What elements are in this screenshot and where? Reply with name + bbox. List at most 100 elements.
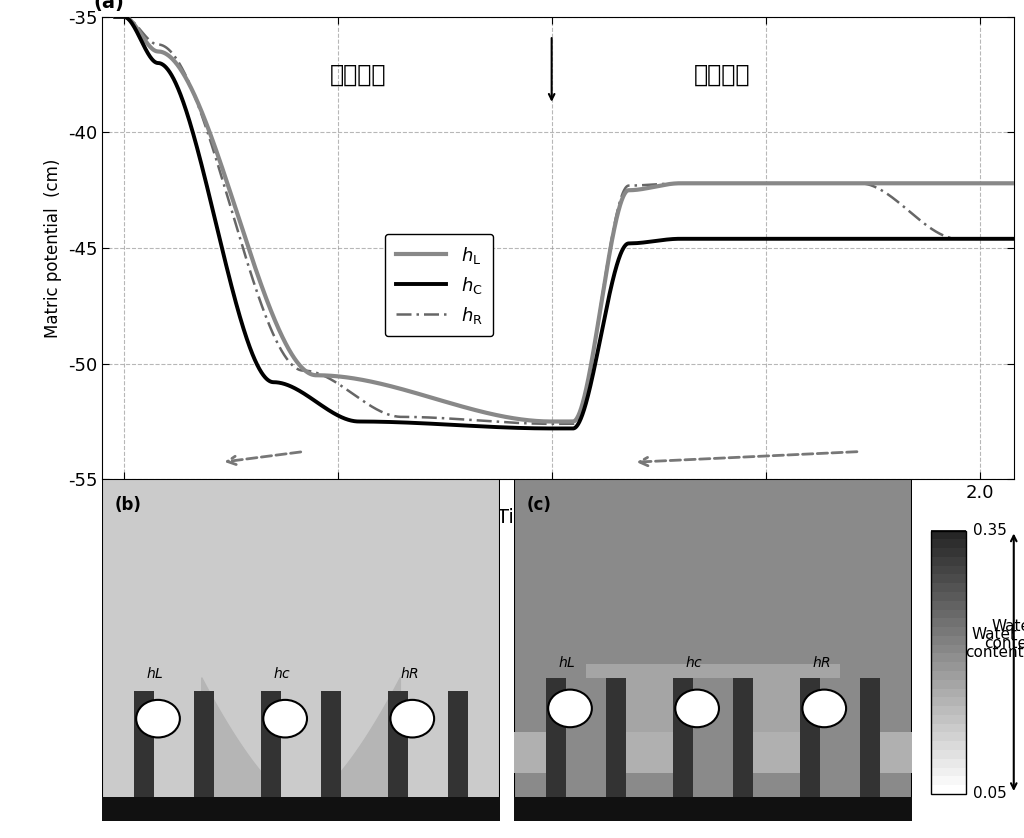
Text: (a): (a) [93,0,124,12]
$h_\mathrm{L}$ [990,178,1002,189]
Text: (b): (b) [115,496,141,515]
$h_\mathrm{L}$ [110,12,122,22]
Bar [388,691,409,821]
Text: (c): (c) [526,496,551,515]
Bar [409,691,449,821]
Line: $h_\mathrm{R}$: $h_\mathrm{R}$ [116,17,1014,424]
Bar [931,723,966,732]
Y-axis label: Matric potential  (cm): Matric potential (cm) [44,158,62,338]
Bar [154,691,194,821]
Text: $h$c: $h$c [273,665,292,680]
Bar [931,776,966,785]
Bar [449,691,468,821]
Line: $h_\mathrm{C}$: $h_\mathrm{C}$ [116,17,1014,428]
$h_\mathrm{C}$ [894,234,906,244]
Text: $h$R: $h$R [812,655,831,670]
Bar [931,768,966,776]
$h_\mathrm{L}$ [454,401,466,411]
Bar [566,678,606,821]
$h_\mathrm{R}$ [546,419,558,429]
Bar [931,653,966,662]
$h_\mathrm{L}$ [265,306,278,316]
Bar [586,664,840,732]
Bar [388,691,409,821]
Bar [693,678,733,821]
Bar [931,662,966,671]
Bar [931,706,966,715]
Bar [514,732,911,773]
Circle shape [548,690,592,727]
Bar [409,691,449,821]
Bar [801,678,820,821]
Bar [134,691,154,821]
Bar [606,678,626,821]
Line: $h_\mathrm{L}$: $h_\mathrm{L}$ [116,17,1014,422]
Text: $h$L: $h$L [558,655,575,670]
X-axis label: Time  (days): Time (days) [498,508,618,527]
Bar [931,680,966,689]
Bar [931,784,966,794]
Bar [931,697,966,706]
Circle shape [136,700,180,737]
$h_\mathrm{C}$ [265,377,278,387]
Bar [931,574,966,583]
Text: 0.05: 0.05 [973,786,1007,801]
Bar [102,797,500,821]
Text: Water
content: Water content [984,618,1024,651]
$h_\mathrm{R}$ [990,234,1002,244]
$h_\mathrm{R}$ [1008,234,1020,244]
Text: $h$c: $h$c [685,655,703,670]
Bar [931,530,966,540]
Bar [820,678,860,821]
Bar [931,583,966,592]
Text: Water
content: Water content [966,628,1024,660]
Bar [733,678,753,821]
$h_\mathrm{C}$ [454,420,466,430]
$h_\mathrm{L}$ [894,178,906,189]
Text: 自然排水: 自然排水 [330,63,386,87]
Bar [282,691,321,821]
$h_\mathrm{C}$ [493,422,505,432]
Bar [931,530,966,794]
Bar [194,691,214,821]
Bar [514,797,911,821]
Text: 連続降雨: 連続降雨 [694,63,751,87]
Bar [931,618,966,627]
Circle shape [390,700,434,737]
Bar [931,741,966,750]
Bar [674,678,693,821]
Bar [449,691,468,821]
Bar [931,566,966,575]
$h_\mathrm{C}$ [212,225,224,235]
$h_\mathrm{R}$ [454,414,466,424]
$h_\mathrm{C}$ [546,423,558,433]
Bar [321,691,341,821]
Bar [261,691,282,821]
$h_\mathrm{L}$ [212,150,224,160]
Bar [931,609,966,618]
Bar [931,539,966,548]
$h_\mathrm{R}$ [265,324,278,334]
Polygon shape [202,678,400,821]
$h_\mathrm{R}$ [212,159,224,169]
Bar [282,691,321,821]
Legend: $h_\mathrm{L}$, $h_\mathrm{C}$, $h_\mathrm{R}$: $h_\mathrm{L}$, $h_\mathrm{C}$, $h_\math… [385,234,494,336]
Circle shape [803,690,846,727]
Bar [931,592,966,601]
Bar [134,691,154,821]
Bar [931,644,966,654]
Bar [546,678,566,821]
$h_\mathrm{L}$ [546,416,558,427]
Bar [931,601,966,609]
Bar [321,691,341,821]
Bar [931,670,966,680]
$h_\mathrm{C}$ [1008,234,1020,244]
$h_\mathrm{C}$ [110,12,122,22]
Bar [931,715,966,724]
$h_\mathrm{R}$ [894,199,906,209]
Circle shape [675,690,719,727]
$h_\mathrm{R}$ [493,416,505,427]
Bar [931,732,966,742]
$h_\mathrm{C}$ [990,234,1002,244]
$h_\mathrm{L}$ [493,411,505,421]
